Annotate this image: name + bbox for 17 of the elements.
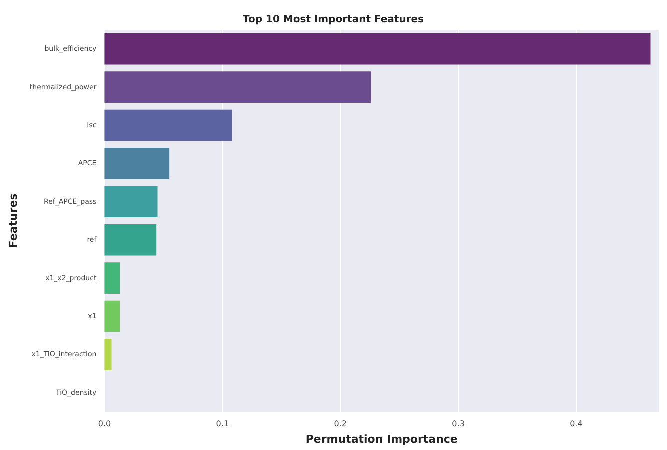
x-tick-label: 0.4: [570, 420, 583, 428]
bar: [104, 186, 158, 218]
x-tick-label: 0.1: [216, 420, 230, 428]
bar: [104, 224, 157, 256]
y-axis-title: Features: [7, 193, 20, 248]
x-tick-label: 0.2: [334, 420, 347, 428]
bar: [104, 339, 112, 370]
x-tick-label: 0.3: [452, 420, 465, 428]
bar: [104, 33, 651, 65]
bar: [104, 148, 170, 180]
x-tick-label: 0.0: [98, 420, 112, 428]
bar: [104, 262, 120, 294]
chart-title: Top 10 Most Important Features: [243, 14, 424, 26]
x-axis-title: Permutation Importance: [306, 433, 458, 446]
bar: [104, 300, 120, 332]
bar: [104, 72, 372, 103]
bar: [104, 110, 232, 142]
